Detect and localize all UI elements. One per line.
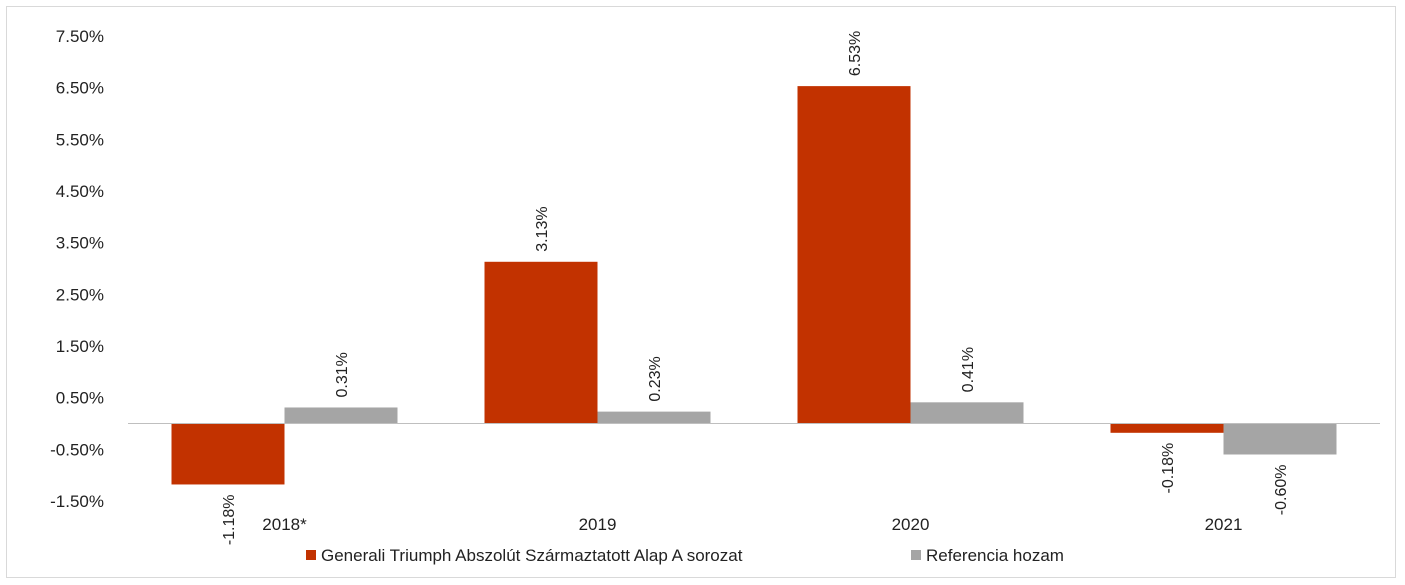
y-tick-label: 7.50% [56,27,104,46]
bar-reference-2 [910,402,1024,424]
bar-reference-0 [284,407,398,424]
y-tick-label: 4.50% [56,182,104,201]
bars [171,86,1337,485]
data-labels: -1.18% 0.31% 3.13% 0.23% 6.53% 0.41% -0.18% -0.… [221,31,1290,545]
data-label: 0.31% [334,352,351,397]
y-tick-label: 5.50% [56,130,104,149]
data-label: 0.23% [647,356,664,401]
bar-fund-1 [484,261,598,424]
data-label: 0.41% [960,347,977,392]
x-axis: 2018* 2019 2020 2021 [262,515,1242,534]
x-category-label: 2021 [1205,515,1243,534]
y-tick-label: 1.50% [56,337,104,356]
bar-fund-0 [171,423,285,485]
legend-swatch-reference [911,550,921,560]
data-label: -0.60% [1273,465,1290,516]
bar-fund-3 [1110,423,1224,433]
y-tick-label: 3.50% [56,234,104,253]
y-tick-label: -0.50% [50,440,104,459]
y-axis: 7.50% 6.50% 5.50% 4.50% 3.50% 2.50% 1.50% 0.50%… [50,27,104,511]
y-tick-label: 6.50% [56,79,104,98]
x-category-label: 2019 [579,515,617,534]
legend-label-reference: Referencia hozam [926,546,1064,565]
y-tick-label: -1.50% [50,492,104,511]
x-category-label: 2018* [262,515,307,534]
x-category-label: 2020 [892,515,930,534]
legend-swatch-fund [306,550,316,560]
legend: Generali Triumph Abszolút Származtatott … [306,546,1064,565]
bar-reference-3 [1223,423,1337,455]
y-tick-label: 0.50% [56,389,104,408]
data-label: -1.18% [221,494,238,545]
data-label: 6.53% [847,31,864,76]
data-label: 3.13% [534,206,551,251]
bar-reference-1 [597,411,711,424]
bar-fund-2 [797,86,911,424]
legend-label-fund: Generali Triumph Abszolút Származtatott … [321,546,743,565]
y-tick-label: 2.50% [56,285,104,304]
data-label: -0.18% [1160,443,1177,494]
